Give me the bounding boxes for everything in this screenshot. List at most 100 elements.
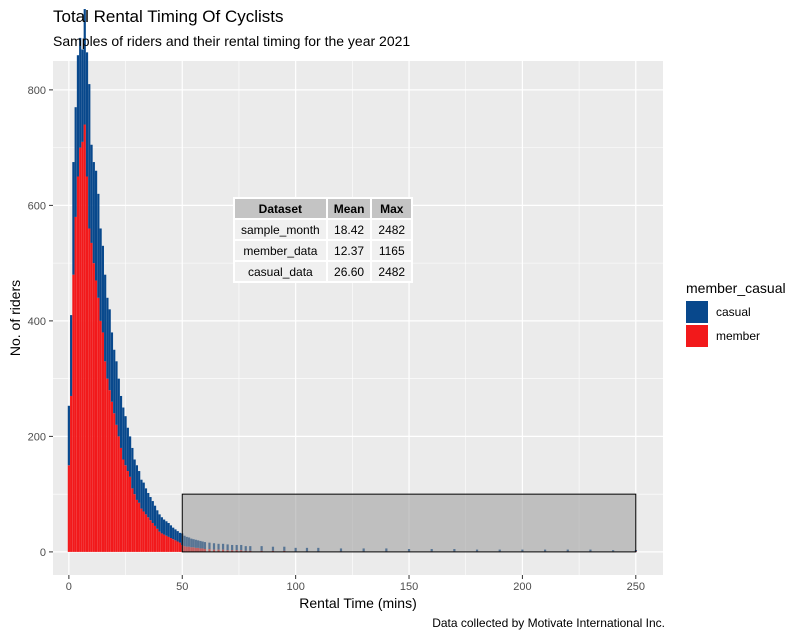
bar-casual — [83, 9, 86, 125]
legend-label-casual: casual — [716, 305, 751, 319]
bar-member — [70, 395, 73, 552]
bar-member — [108, 390, 111, 552]
stats-header-dataset: Dataset — [233, 197, 328, 220]
bar-member — [172, 539, 175, 552]
stats-cell-mean: 26.60 — [325, 260, 373, 283]
bar-casual — [126, 427, 129, 472]
bar-member — [90, 242, 93, 552]
stats-cell-mean: 18.42 — [325, 218, 373, 241]
bar-member — [144, 514, 148, 552]
stats-cell-dataset: casual_data — [233, 260, 328, 283]
bar-member — [169, 538, 173, 552]
bar-casual — [169, 525, 173, 539]
bar-member — [99, 320, 102, 552]
stats-header-row: Dataset Mean Max — [233, 197, 414, 220]
bar-member — [140, 508, 143, 552]
bar-member — [147, 517, 150, 552]
bar-casual — [151, 501, 154, 524]
legend-key-member — [686, 325, 708, 347]
legend-key-casual — [686, 301, 708, 323]
bar-member — [124, 465, 127, 552]
legend-item-casual: casual — [686, 300, 786, 324]
bar-casual — [115, 361, 118, 425]
bar-casual — [156, 510, 159, 529]
bar-casual — [85, 52, 89, 177]
bar-casual — [140, 479, 143, 509]
bar-casual — [174, 529, 177, 541]
bar-member — [158, 531, 161, 552]
bar-member — [101, 332, 104, 552]
bar-member — [160, 533, 163, 552]
bar-casual — [142, 482, 145, 512]
bar-member — [126, 471, 129, 552]
bar-casual — [119, 395, 123, 448]
bar-casual — [135, 465, 139, 500]
bar-casual — [131, 447, 134, 489]
bar-member — [135, 499, 139, 552]
y-tick-label: 200 — [28, 431, 46, 443]
stats-cell-mean: 12.37 — [325, 239, 373, 262]
bar-member — [92, 263, 95, 552]
bar-casual — [67, 405, 70, 466]
bar-casual — [72, 162, 75, 275]
bar-member — [74, 216, 77, 552]
legend-item-member: member — [686, 324, 786, 348]
chart-caption: Data collected by Motivate International… — [432, 616, 665, 630]
bar-casual — [122, 407, 125, 460]
bar-casual — [110, 332, 114, 402]
bar-casual — [147, 492, 150, 518]
plot-panel — [53, 61, 663, 575]
y-axis-label: No. of riders — [7, 280, 23, 356]
bar-member — [131, 488, 134, 552]
bar-member — [176, 541, 179, 552]
legend: member_casual casual member — [686, 280, 786, 348]
bar-member — [72, 274, 75, 552]
x-tick-label: 100 — [286, 581, 304, 593]
bar-member — [117, 436, 120, 552]
x-tick-label: 250 — [627, 581, 645, 593]
x-tick-label: 0 — [66, 581, 72, 593]
bar-casual — [163, 519, 166, 535]
bar-casual — [113, 349, 116, 414]
stats-cell-max: 2482 — [370, 218, 414, 241]
bar-casual — [70, 315, 73, 396]
bar-member — [151, 523, 154, 552]
x-tick-label: 50 — [176, 581, 188, 593]
stats-cell-dataset: member_data — [233, 239, 328, 262]
bar-member — [129, 476, 132, 552]
bar-member — [81, 141, 84, 552]
bar-casual — [97, 193, 100, 298]
bar-casual — [153, 505, 157, 526]
bar-member — [174, 540, 177, 552]
bar-member — [165, 535, 168, 552]
bar-casual — [149, 497, 152, 521]
x-tick-label: 200 — [513, 581, 531, 593]
bar-member — [149, 520, 152, 552]
bar-casual — [90, 144, 93, 243]
bar-member — [167, 536, 170, 552]
y-tick-label: 800 — [28, 85, 46, 97]
bar-member — [178, 542, 182, 552]
x-axis-label: Rental Time (mins) — [299, 595, 416, 611]
bar-casual — [92, 162, 95, 264]
bar-member — [67, 465, 70, 552]
bar-member — [106, 378, 109, 552]
bar-casual — [138, 471, 141, 503]
bar-member — [83, 124, 86, 552]
annotation-rect — [181, 493, 637, 553]
bar-casual — [176, 531, 179, 542]
bar-casual — [124, 416, 127, 466]
bar-member — [94, 280, 98, 552]
bar-member — [110, 401, 114, 552]
bar-casual — [88, 84, 91, 229]
bar-casual — [172, 527, 175, 540]
bar-member — [119, 447, 123, 552]
legend-label-member: member — [716, 329, 761, 343]
stats-row: member_data 12.37 1165 — [233, 239, 414, 262]
bar-casual — [178, 532, 182, 543]
bar-casual — [117, 378, 120, 437]
bar-casual — [74, 107, 77, 217]
bar-casual — [133, 459, 136, 495]
bar-member — [163, 534, 166, 552]
